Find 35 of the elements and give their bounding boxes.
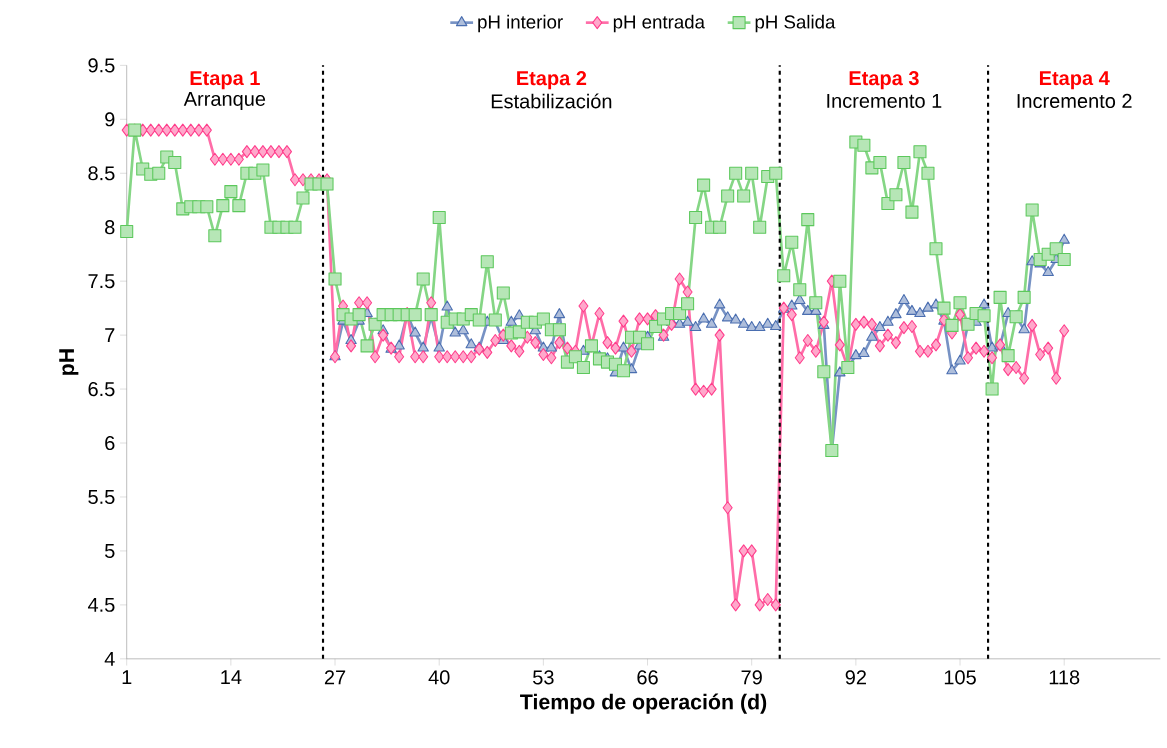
x-tick-label: 1: [122, 670, 132, 684]
y-tick-label: 8.5: [88, 166, 115, 181]
annotation: Incremento 1: [827, 93, 942, 108]
annotation: Etapa 2: [517, 71, 587, 90]
y-tick-label: 9.5: [88, 58, 115, 73]
annotation: Etapa 3: [849, 71, 919, 90]
x-tick-label: 14: [221, 670, 242, 684]
x-axis-title: Tiempo de operación (d): [520, 693, 767, 714]
x-tick-label: 79: [741, 670, 762, 685]
y-tick-label: 6.5: [88, 381, 115, 397]
legend-label: pH entrada: [613, 14, 705, 33]
y-tick-label: 7: [105, 328, 115, 342]
x-tick-label: 53: [533, 670, 554, 685]
x-tick-label: 27: [324, 670, 346, 685]
y-tick-label: 7.5: [88, 274, 115, 289]
y-tick-label: 4: [104, 651, 115, 666]
legend-label: pH Salida: [755, 14, 836, 33]
y-tick-label: 6: [105, 435, 115, 451]
y-tick-label: 8: [105, 220, 115, 235]
y-tick-label: 9: [105, 112, 115, 127]
annotation: Etapa 4: [1039, 71, 1110, 90]
annotation: Incremento 2: [1017, 93, 1132, 108]
annotation: Arranque: [183, 91, 266, 110]
legend-label: pH interior: [478, 14, 563, 33]
annotation: Etapa 1: [190, 71, 260, 90]
y-axis-title: pH: [59, 349, 79, 375]
y-tick-label: 5: [105, 543, 115, 558]
x-tick-label: 118: [1049, 670, 1080, 685]
y-tick-label: 5.5: [88, 489, 115, 504]
x-tick-label: 105: [944, 670, 976, 685]
annotation: Estabilización: [491, 93, 612, 109]
x-tick-label: 40: [428, 670, 450, 685]
x-tick-label: 66: [637, 670, 658, 685]
y-tick-label: 4.5: [87, 597, 115, 612]
x-tick-label: 92: [845, 670, 866, 685]
